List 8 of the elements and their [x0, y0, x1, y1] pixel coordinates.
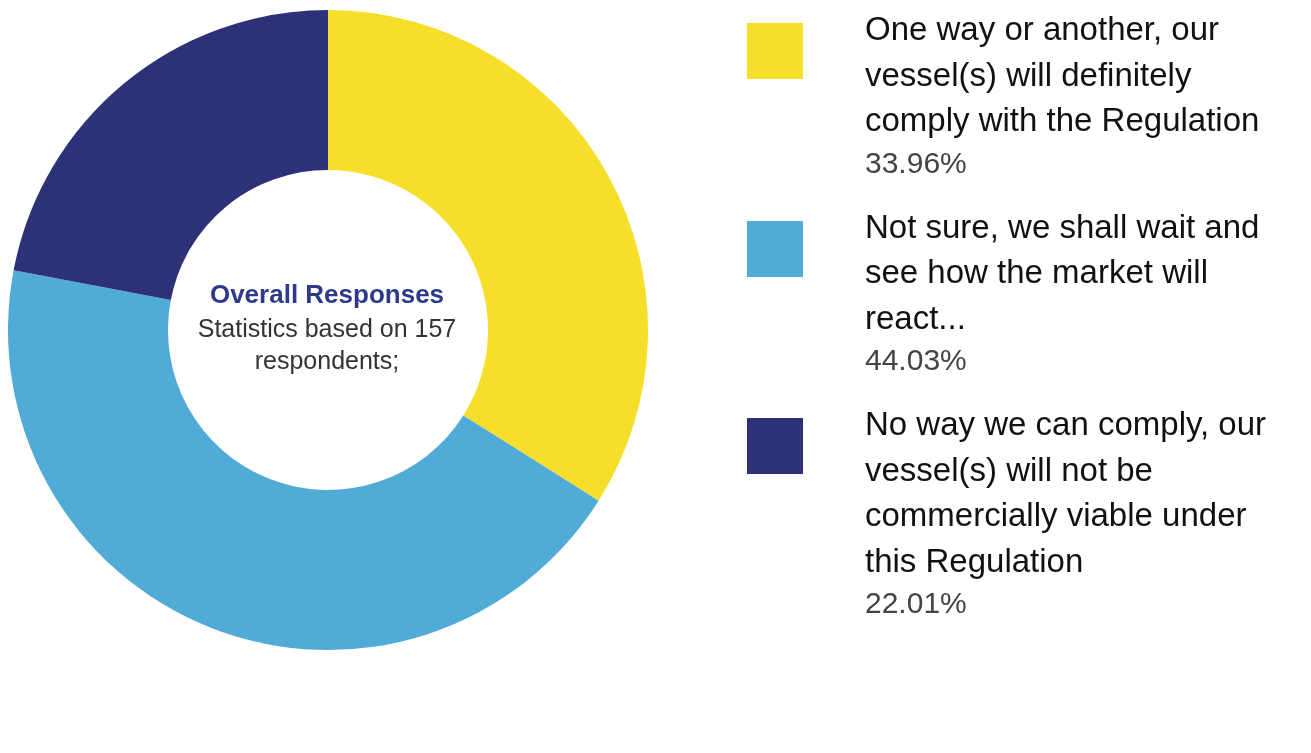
legend-label: One way or another, our vessel(s) will definitely comply with the Regulation — [865, 9, 1261, 141]
data-label: 22.01% — [865, 585, 968, 622]
text: Statistics based on 157 respondents; — [196, 312, 458, 377]
text: Overall Responses — [208, 278, 446, 311]
legend-label: No way we can comply, our vessel(s) will not be commercially viable under this Regulation — [865, 404, 1268, 581]
data-label: 33.96% — [865, 144, 968, 181]
data-label: 44.03% — [865, 342, 968, 379]
legend-label: Not sure, we shall wait and see how the market will react... — [865, 206, 1261, 338]
